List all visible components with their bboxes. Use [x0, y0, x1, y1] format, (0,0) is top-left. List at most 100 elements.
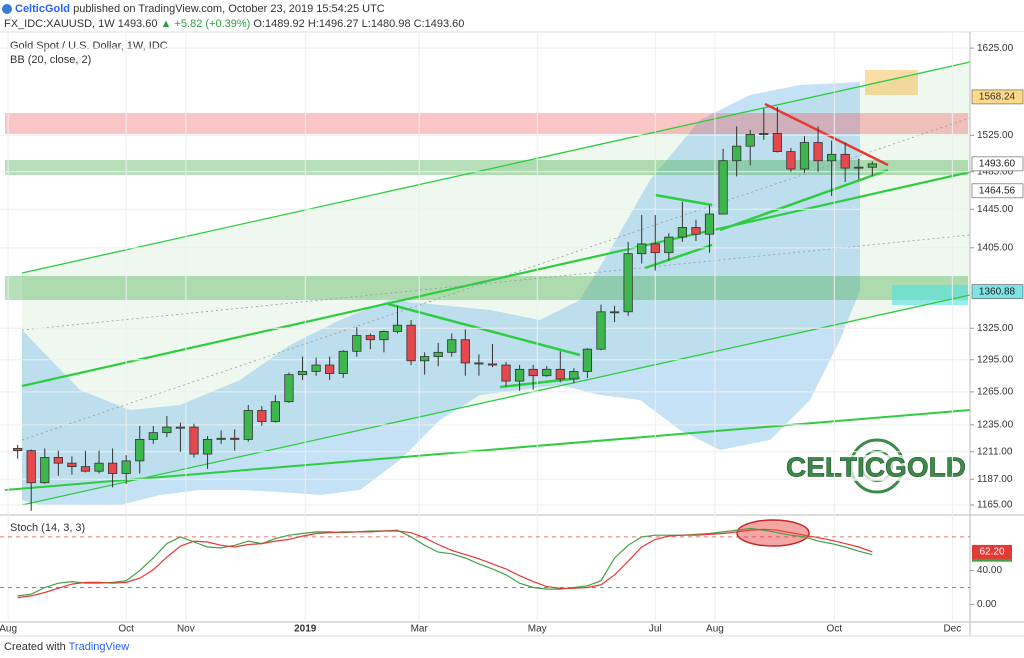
candle-body [827, 153, 837, 162]
median-line [21, 117, 971, 441]
candle-body [596, 311, 606, 350]
price-label-box [971, 183, 1024, 199]
candle-body [867, 163, 877, 168]
y-tick-label: 1295.00 [977, 354, 1014, 365]
ohlc-high: H:1496.27 [308, 18, 359, 30]
candle-body [325, 364, 335, 374]
candle-body [420, 356, 430, 362]
candle-body [555, 368, 565, 380]
candle-body [40, 457, 50, 484]
y-tick-label: 1235.00 [977, 419, 1014, 430]
y-tick-label: 1405.00 [977, 242, 1014, 253]
resistance-zone [5, 113, 968, 134]
candle-body [216, 437, 226, 440]
target-box [892, 285, 968, 305]
y-tick-label: 1325.00 [977, 323, 1014, 334]
y-tick-label: 1625.00 [977, 43, 1014, 54]
candle-body [189, 426, 199, 455]
x-tick-label: Dec [943, 624, 961, 635]
last-value-label: 62.20 [979, 547, 1004, 558]
y-tick-label: 40.00 [977, 565, 1002, 576]
chart-title: Gold Spot / U.S. Dollar, 1W, IDC [10, 40, 168, 52]
candle-body [162, 426, 172, 434]
highlight [736, 519, 810, 547]
stoch-line [17, 528, 873, 599]
published: published on TradingView.com, October 23… [73, 3, 385, 15]
trend-line [499, 376, 581, 389]
candle-body [230, 437, 240, 440]
candle-body [352, 335, 362, 352]
trend-line [764, 102, 889, 167]
y-tick-label: 1265.00 [977, 387, 1014, 398]
candle-body [243, 410, 253, 440]
price-label: 1493.60 [979, 159, 1016, 170]
price-label: 1568.24 [979, 92, 1016, 103]
last-value-box [972, 544, 1012, 559]
watermark: CELTICGOLD [786, 451, 966, 482]
candle-body [501, 364, 511, 382]
candle-body [67, 462, 77, 468]
candle-body [447, 339, 457, 353]
candle-body [311, 364, 321, 372]
candle-body [528, 368, 538, 377]
candle-body [813, 142, 823, 162]
candle-body [53, 457, 63, 464]
candle-body [80, 466, 91, 472]
ohlc-close: C:1493.60 [414, 18, 465, 30]
candle-body [691, 227, 701, 235]
y-tick-label: 1525.00 [977, 130, 1014, 141]
candle-body [854, 166, 864, 169]
y-tick-label: 1187.00 [977, 474, 1013, 485]
price-label: 1360.88 [979, 286, 1016, 297]
candle-body [338, 350, 348, 374]
symbol: FX_IDC:XAUUSD, 1W [4, 18, 115, 30]
candle-body [257, 410, 267, 422]
indicator-label: BB (20, close, 2) [10, 54, 91, 66]
ohlc-open: O:1489.92 [253, 18, 304, 30]
candle-body [13, 447, 23, 452]
symbol-line: FX_IDC:XAUUSD, 1W 1493.60 ▲ +5.82 (+0.39… [4, 18, 464, 30]
candle-body [704, 213, 715, 235]
candle-body [623, 253, 633, 313]
candle-body [799, 142, 810, 170]
candle-body [664, 236, 674, 254]
x-tick-label: Aug [0, 624, 17, 635]
candle-body [759, 133, 769, 135]
x-tick-label: 2019 [294, 624, 317, 635]
candle-body [135, 438, 145, 462]
x-tick-label: Oct [827, 624, 843, 635]
candle-body [365, 335, 375, 341]
candle-body [121, 460, 131, 474]
author-icon [2, 4, 12, 14]
price-label-box [971, 89, 1024, 105]
author[interactable]: CelticGold [15, 3, 70, 15]
x-tick-label: Oct [118, 624, 134, 635]
candle-body [297, 371, 308, 376]
y-tick-label: 0.00 [977, 599, 997, 610]
price-axis [970, 32, 1024, 636]
change: ▲ +5.82 (+0.39%) [161, 18, 251, 30]
target-box [865, 70, 918, 95]
candle-body [284, 374, 294, 403]
candle-body [460, 339, 470, 364]
candle-body [270, 401, 281, 422]
candle-body [148, 432, 158, 440]
trend-line [21, 61, 971, 274]
x-tick-label: Mar [411, 624, 429, 635]
x-tick-label: Aug [706, 624, 724, 635]
trend-line [654, 193, 713, 207]
candle-body [514, 368, 525, 382]
candle-body [732, 145, 742, 162]
candle-body [772, 133, 782, 153]
candle-body [175, 426, 186, 429]
x-tick-label: Jul [649, 624, 662, 635]
last-price: 1493.60 [118, 18, 158, 30]
price-label: 1464.56 [979, 185, 1016, 196]
y-tick-label: 1211.00 [977, 446, 1013, 457]
brand[interactable]: TradingView [69, 641, 130, 653]
candle-body [379, 331, 389, 341]
x-tick-label: Nov [177, 624, 195, 635]
candle-body [542, 368, 552, 377]
median-line [21, 234, 971, 331]
